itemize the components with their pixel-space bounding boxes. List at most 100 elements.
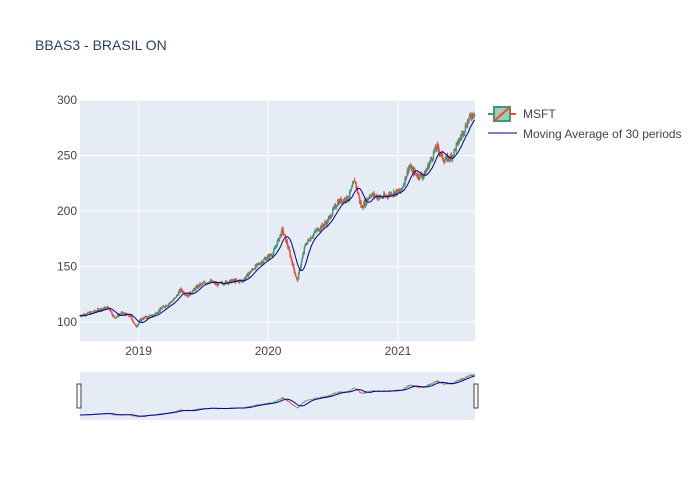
- candle-body: [111, 311, 113, 315]
- candle-body: [204, 282, 206, 284]
- candle-body: [104, 307, 106, 310]
- candle-body: [376, 196, 379, 199]
- candle-body: [402, 184, 405, 187]
- candle-body: [128, 314, 130, 317]
- candle-body: [432, 158, 434, 160]
- candle-body: [253, 269, 256, 270]
- candle-body: [384, 195, 386, 197]
- candle-body: [235, 279, 237, 281]
- candle-body: [373, 193, 376, 197]
- candle-body: [405, 177, 407, 180]
- candle-body: [319, 226, 322, 230]
- candle-body: [329, 215, 332, 219]
- candle-body: [371, 193, 374, 195]
- moving-average-line: [79, 119, 476, 324]
- candle-body: [165, 305, 167, 308]
- candle-body: [353, 180, 356, 182]
- candle-body: [113, 315, 115, 318]
- y-tick-label: 100: [57, 315, 77, 329]
- candle-body: [295, 276, 298, 278]
- candle-body: [400, 188, 403, 190]
- candle-body: [181, 290, 183, 293]
- candle-body: [263, 258, 266, 260]
- candle-body: [267, 255, 269, 257]
- x-tick-label: 2020: [255, 344, 282, 358]
- candle-body: [98, 309, 100, 312]
- candle-body: [129, 315, 132, 317]
- candle-body: [216, 283, 219, 286]
- candle-body: [388, 193, 391, 195]
- candle-body: [410, 165, 413, 172]
- candle-body: [89, 312, 91, 315]
- candle-body: [386, 195, 389, 197]
- candle-body: [211, 280, 213, 282]
- candle-body: [102, 308, 105, 310]
- candle-body: [93, 310, 95, 313]
- candle-body: [459, 138, 461, 142]
- candle-body: [202, 282, 204, 284]
- range-slider[interactable]: [80, 372, 475, 420]
- candle-body: [221, 283, 224, 285]
- candle-body: [417, 174, 420, 178]
- candle-body: [251, 269, 254, 270]
- candle-body: [472, 113, 474, 117]
- candle-body: [118, 314, 120, 317]
- candle-body: [422, 175, 425, 177]
- candle-body: [292, 263, 295, 269]
- candle-body: [356, 187, 358, 188]
- candle-body: [157, 312, 159, 314]
- candle-body: [158, 310, 160, 313]
- candle-body: [332, 208, 335, 210]
- candle-body: [342, 199, 345, 203]
- candle-body: [331, 208, 334, 215]
- candle-body: [456, 140, 459, 143]
- candle-body: [148, 315, 151, 318]
- candle-body: [380, 197, 383, 199]
- candle-body: [177, 292, 180, 296]
- candle-body: [306, 242, 308, 245]
- candle-body: [420, 173, 423, 177]
- candle-body: [143, 317, 145, 320]
- candle-body: [368, 197, 370, 199]
- candle-body: [141, 318, 143, 321]
- candle-body: [119, 314, 122, 315]
- legend-item-moving-average[interactable]: Moving Average of 30 periods: [488, 127, 682, 141]
- range-slider-right-handle[interactable]: [473, 383, 479, 409]
- candle-body: [194, 287, 197, 291]
- candle-body: [115, 317, 117, 319]
- legend-item-msft[interactable]: MSFT: [488, 106, 556, 122]
- candle-body: [431, 158, 433, 160]
- candle-body: [278, 237, 281, 241]
- candle-body: [166, 305, 169, 307]
- candle-body: [464, 125, 467, 131]
- candle-body: [193, 288, 195, 290]
- range-slider-preview: [79, 374, 476, 418]
- candle-body: [462, 131, 464, 135]
- candle-body: [195, 286, 198, 288]
- candle-body: [140, 319, 142, 321]
- candle-body: [471, 117, 473, 119]
- candle-body: [461, 131, 464, 134]
- candle-body: [150, 314, 152, 316]
- plot-area[interactable]: [80, 100, 475, 341]
- candle-body: [338, 200, 340, 205]
- candle-body: [337, 201, 340, 205]
- candle-body: [432, 152, 435, 159]
- candle-body: [182, 291, 184, 293]
- candle-body: [284, 234, 286, 237]
- candle-body: [320, 226, 323, 229]
- candle-body: [464, 130, 466, 134]
- candle-body: [303, 247, 305, 253]
- candle-body: [209, 280, 212, 282]
- candle-body: [273, 249, 275, 254]
- candle-body: [108, 307, 110, 309]
- candle-body: [354, 181, 357, 183]
- candle-body: [201, 283, 203, 285]
- candle-body: [204, 283, 207, 284]
- candle-body: [312, 236, 314, 238]
- range-slider-left-handle[interactable]: [76, 383, 82, 409]
- candle-body: [229, 279, 232, 281]
- candle-body: [146, 317, 148, 319]
- slider-moving-average-line: [79, 375, 475, 417]
- candle-body: [268, 254, 271, 259]
